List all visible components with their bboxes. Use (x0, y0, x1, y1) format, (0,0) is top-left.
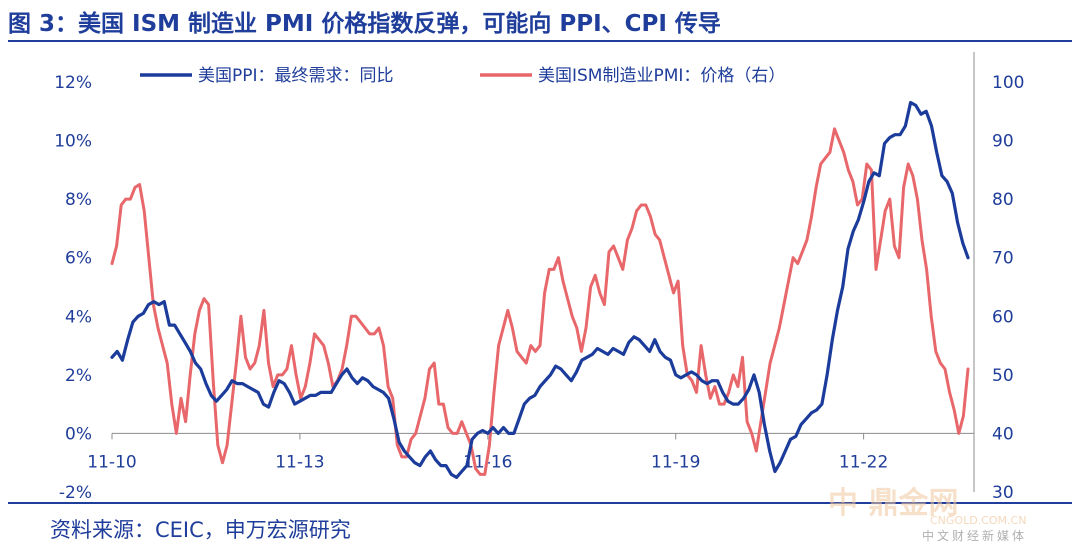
right-axis-tick-label: 40 (992, 424, 1014, 444)
watermark-subtitle: 中文财经新媒体 (922, 529, 1028, 543)
left-axis-tick-label: 8% (65, 190, 92, 210)
title-divider (8, 40, 1072, 42)
left-axis-tick-label: 0% (65, 424, 92, 444)
left-axis-tick-label: 10% (54, 132, 92, 152)
right-axis-tick-label: 60 (992, 307, 1014, 327)
series-line-ppi (110, 100, 970, 479)
series-line-pmi (110, 127, 970, 476)
chart-legend: 美国PPI：最终需求：同比 美国ISM制造业PMI：价格（右） (140, 66, 785, 86)
page-title: 图 3：美国 ISM 制造业 PMI 价格指数反弹，可能向 PPI、CPI 传导 (8, 11, 721, 37)
watermark-logo: 中 鼎金网 (828, 486, 959, 521)
x-axis-tick-label: 11-10 (87, 452, 136, 472)
legend-item-ppi-label: 美国PPI：最终需求：同比 (198, 66, 394, 86)
left-axis-tick-label: 4% (65, 307, 92, 327)
x-axis-tick-label: 11-19 (651, 452, 700, 472)
watermark-url: CNGOLD.COM.CN (930, 514, 1027, 527)
right-axis-tick-label: 100 (992, 73, 1024, 93)
right-axis-tick-label: 80 (992, 190, 1014, 210)
legend-item-pmi-label: 美国ISM制造业PMI：价格（右） (538, 66, 785, 86)
right-axis-tick-label: 30 (992, 483, 1014, 503)
right-axis-tick-label: 50 (992, 366, 1014, 386)
chart-axes: -2% 0% 2% 4% 6% 8% 10% 12% 30 40 50 60 70 80 90 100 11-1… (54, 52, 1024, 503)
right-axis-tick-label: 90 (992, 132, 1014, 152)
left-axis-tick-label: 12% (54, 73, 92, 93)
x-axis-tick-label: 11-22 (839, 452, 888, 472)
right-axis-tick-label: 70 (992, 249, 1014, 269)
source-note: 资料来源：CEIC，申万宏源研究 (50, 518, 351, 542)
left-axis-tick-label: -2% (59, 483, 92, 503)
left-axis-tick-label: 2% (65, 366, 92, 386)
chart-series (110, 100, 970, 479)
x-axis-tick-label: 11-13 (275, 452, 324, 472)
left-axis-tick-label: 6% (65, 249, 92, 269)
source-divider (8, 502, 1072, 504)
